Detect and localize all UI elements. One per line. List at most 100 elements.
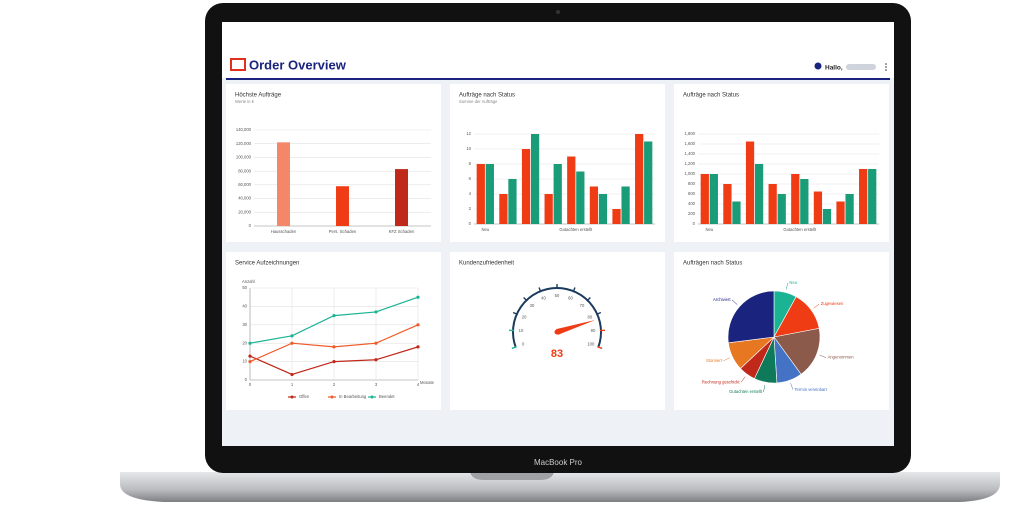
gauge-tick (586, 296, 591, 302)
pie-leader (819, 354, 827, 358)
chart-title: Höchste Aufträge (235, 93, 282, 99)
y-tick-label: 10 (242, 359, 247, 364)
legend-marker (370, 395, 374, 399)
y-tick-label: 140,000 (236, 127, 252, 132)
gauge-tick (538, 287, 542, 293)
y-tick-label: 600 (688, 191, 696, 196)
laptop-base (120, 472, 1000, 502)
line-point (416, 345, 420, 349)
bar (644, 141, 653, 224)
x-tick-label: 1 (291, 382, 294, 387)
y-tick-label: 1,400 (685, 151, 696, 156)
x-tick-label: 4 (417, 382, 420, 387)
menu-button[interactable] (885, 63, 887, 71)
pie-leader (790, 383, 794, 390)
gauge-tick-label: 90 (591, 328, 596, 333)
gauge-tick (572, 287, 576, 293)
bar (868, 169, 877, 224)
gauge-tick (523, 296, 528, 302)
line-point (332, 360, 336, 364)
y-tick-label: 1,600 (685, 141, 696, 146)
line-point (290, 334, 294, 338)
y-tick-label: 40 (242, 304, 247, 309)
chart-subtitle: Werte in € (235, 99, 255, 104)
pie-leader (813, 303, 820, 309)
gauge-tick-label: 50 (555, 293, 560, 298)
y-tick-label: 0 (693, 221, 696, 226)
user-name-blurred (846, 64, 876, 70)
device-label: MacBook Pro (534, 458, 583, 467)
pie-leader (763, 385, 766, 393)
x-tick-label: Hausschaden (271, 229, 297, 234)
gauge-tick-label: 30 (530, 303, 535, 308)
chart-panel: Aufträgen nach Status Neu Zugewiesen Angeno… (674, 252, 889, 410)
bar (395, 169, 408, 226)
bar (635, 134, 644, 224)
bar (621, 186, 630, 224)
bar (589, 186, 599, 224)
bar (598, 194, 608, 224)
gauge-tick-label: 60 (568, 296, 573, 301)
y-tick-label: 30 (242, 322, 247, 327)
y-axis-label: Anzahl (242, 279, 255, 284)
gauge-needle (556, 320, 596, 335)
x-tick-label: Neu (481, 227, 489, 232)
app-header (222, 22, 894, 78)
pie-leader (731, 299, 738, 305)
pie-label: Archiviert (713, 297, 731, 302)
y-tick-label: 1,000 (685, 171, 696, 176)
gauge-tick-label: 20 (522, 314, 527, 319)
chart-subtitle: Summe der Aufträge (459, 99, 498, 104)
gauge-tick (511, 346, 517, 350)
y-tick-label: 10 (466, 146, 471, 151)
gauge-tick-label: 40 (541, 296, 546, 301)
pie-leader (785, 282, 789, 290)
pie-leader (723, 357, 730, 362)
gauge-tick (512, 311, 519, 316)
bar (277, 142, 290, 226)
gauge-tick-label: 0 (522, 341, 525, 346)
bar (612, 209, 621, 224)
pie-label: Gutachten erstellt (729, 389, 763, 394)
y-tick-label: 1,200 (685, 161, 696, 166)
gauge-tick-label: 100 (587, 341, 595, 346)
line-point (416, 295, 420, 299)
y-tick-label: 20,000 (238, 209, 251, 214)
chart-title: Aufträge nach Status (683, 93, 739, 99)
pie-label: Rechnung geschickt (702, 379, 741, 384)
y-tick-label: 20 (242, 340, 247, 345)
line-point (332, 314, 336, 318)
bar (544, 194, 553, 224)
bar (576, 171, 585, 224)
bar (845, 194, 854, 224)
bar (754, 164, 764, 224)
camera (556, 10, 560, 14)
chart-title: Service Aufzeichnungen (235, 261, 299, 267)
pie-label: Angenommen (828, 355, 855, 360)
legend-label: Offen (299, 394, 310, 399)
x-tick-label: Gutachten erstellt (783, 227, 817, 232)
y-tick-label: 400 (688, 201, 696, 206)
bar (530, 134, 540, 224)
legend-marker (330, 395, 334, 399)
bar (732, 201, 741, 224)
y-tick-label: 60,000 (238, 182, 251, 187)
gauge-tick-label: 10 (519, 328, 524, 333)
logo-icon (230, 58, 246, 71)
gauge-hub (554, 329, 560, 335)
x-tick-label: 2 (333, 382, 336, 387)
gauge-value: 83 (551, 348, 563, 360)
y-tick-label: 0 (249, 223, 252, 228)
y-tick-label: 0 (245, 377, 248, 382)
laptop-notch (470, 472, 554, 480)
line-point (248, 354, 252, 358)
user-icon[interactable] (814, 62, 822, 70)
bar (700, 174, 709, 224)
bar (336, 186, 349, 226)
pie-label: Storniert (706, 358, 723, 363)
chart-panel: Service Aufzeichnungen 0 10 20 30 40 50 0 1 2 3 4 An… (226, 252, 441, 410)
